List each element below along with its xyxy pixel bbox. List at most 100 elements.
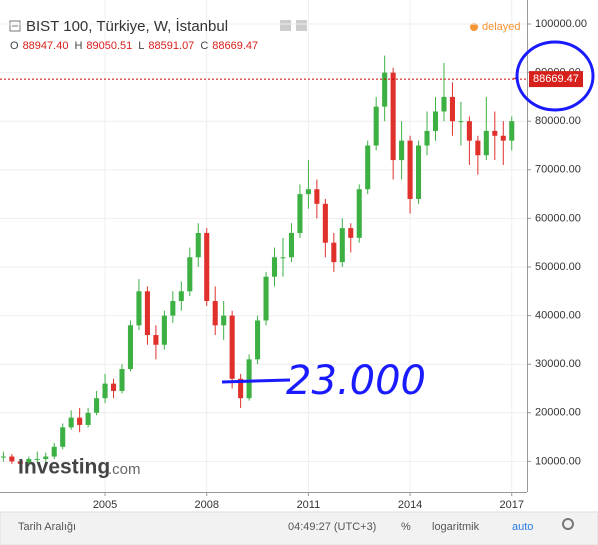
toolbar <box>0 511 598 545</box>
delayed-dot <box>470 23 478 31</box>
candle-body <box>509 121 515 141</box>
candle-body <box>255 320 261 360</box>
watermark: Investing <box>18 456 110 479</box>
candle-body <box>348 228 354 238</box>
candle-body <box>17 461 23 464</box>
candle-body <box>432 111 439 131</box>
watermark-suffix: .com <box>108 461 141 478</box>
candle-body <box>136 291 142 326</box>
candle-body <box>271 257 278 277</box>
candle-body <box>204 232 210 302</box>
candle-body <box>424 130 430 146</box>
candle-body <box>500 135 506 141</box>
y-tick-label: 80000.00 <box>535 115 581 127</box>
ohlc-value: 88947.40 <box>23 40 69 52</box>
candle-body <box>475 140 481 156</box>
hand-drawn-circle <box>515 40 595 112</box>
candle-body <box>382 72 388 107</box>
candle-body <box>9 456 15 462</box>
y-tick-label: 50000.00 <box>535 261 581 273</box>
toolbar-item: 04:49:27 (UTC+3) <box>288 521 376 533</box>
candle-body <box>407 140 413 199</box>
ohlc-key: L <box>138 40 144 52</box>
gear-icon[interactable] <box>562 518 574 530</box>
candle-body <box>43 456 49 459</box>
toolbar-item[interactable]: Tarih Aralığı <box>18 521 76 533</box>
candle-body <box>34 458 40 460</box>
candle-body <box>297 194 303 233</box>
candle-body <box>365 145 371 190</box>
x-tick-label: 2014 <box>398 499 422 511</box>
candle-body <box>102 383 108 399</box>
candle-body <box>94 398 100 413</box>
delayed-label: delayed <box>482 21 521 33</box>
candle-body <box>195 232 201 258</box>
candle-body <box>356 189 362 238</box>
candle-body <box>390 72 396 161</box>
candle-body <box>373 106 379 146</box>
candle-body <box>339 228 345 263</box>
x-tick-label: 2011 <box>297 499 321 511</box>
ohlc-value: 88591.07 <box>148 40 194 52</box>
candle-body <box>314 189 320 204</box>
y-tick-label: 10000.00 <box>535 455 581 467</box>
candle-body <box>178 291 184 302</box>
candle-body <box>212 301 218 326</box>
candle-body <box>492 130 498 136</box>
candle-body <box>288 232 295 258</box>
last-price-tag <box>529 71 583 88</box>
toolbar-item[interactable]: % <box>401 521 411 533</box>
candle-body <box>331 242 337 263</box>
last-price-label: 88669.47 <box>533 73 579 85</box>
candle-body <box>322 203 328 243</box>
candle-body <box>246 359 252 399</box>
candle-body <box>280 257 286 259</box>
candle-body <box>85 412 91 425</box>
candle-body <box>127 325 134 370</box>
hand-drawn-line <box>221 378 291 384</box>
plot-area <box>0 0 527 492</box>
hand-drawn-annotation: 23.000 <box>286 358 426 404</box>
candle-body <box>238 378 244 399</box>
candle-body <box>229 315 235 379</box>
candle-body <box>221 315 227 326</box>
chart-title: BIST 100, Türkiye, W, İstanbul <box>26 17 228 35</box>
candle-body <box>466 121 472 141</box>
y-tick-label: 70000.00 <box>535 164 581 176</box>
ohlc-value: 88669.47 <box>212 40 258 52</box>
settings-icon[interactable] <box>280 20 291 31</box>
y-tick-label: 20000.00 <box>535 407 581 419</box>
candle-body <box>26 458 32 464</box>
candle-body <box>170 301 176 316</box>
candle-body <box>110 383 117 391</box>
toolbar-item[interactable]: logaritmik <box>432 521 480 533</box>
candle-body <box>119 369 125 391</box>
toolbar-item[interactable]: auto <box>512 521 533 533</box>
candle-body <box>144 291 150 336</box>
settings-icon[interactable] <box>296 20 307 31</box>
candle-body <box>449 96 455 122</box>
y-tick-label: 100000.00 <box>535 18 587 30</box>
x-tick-label: 2008 <box>194 499 218 511</box>
candle-body <box>51 446 57 457</box>
candle-body <box>187 257 193 292</box>
candle-body <box>483 130 489 156</box>
candle-body <box>305 189 311 195</box>
candle-body <box>153 335 159 345</box>
candle-body <box>161 315 167 345</box>
ohlc-value: 89050.51 <box>86 40 132 52</box>
ohlc-key: H <box>74 40 82 52</box>
x-tick-label: 2017 <box>500 499 524 511</box>
y-tick-label: 60000.00 <box>535 212 581 224</box>
candle-body <box>0 456 6 458</box>
candle-body <box>458 121 464 123</box>
y-tick-label: 30000.00 <box>535 358 581 370</box>
candle-body <box>441 96 447 112</box>
ohlc-key: O <box>10 40 19 52</box>
candle-body <box>399 140 405 161</box>
ohlc-key: C <box>200 40 208 52</box>
candle-body <box>77 417 83 425</box>
y-tick-label: 40000.00 <box>535 309 581 321</box>
